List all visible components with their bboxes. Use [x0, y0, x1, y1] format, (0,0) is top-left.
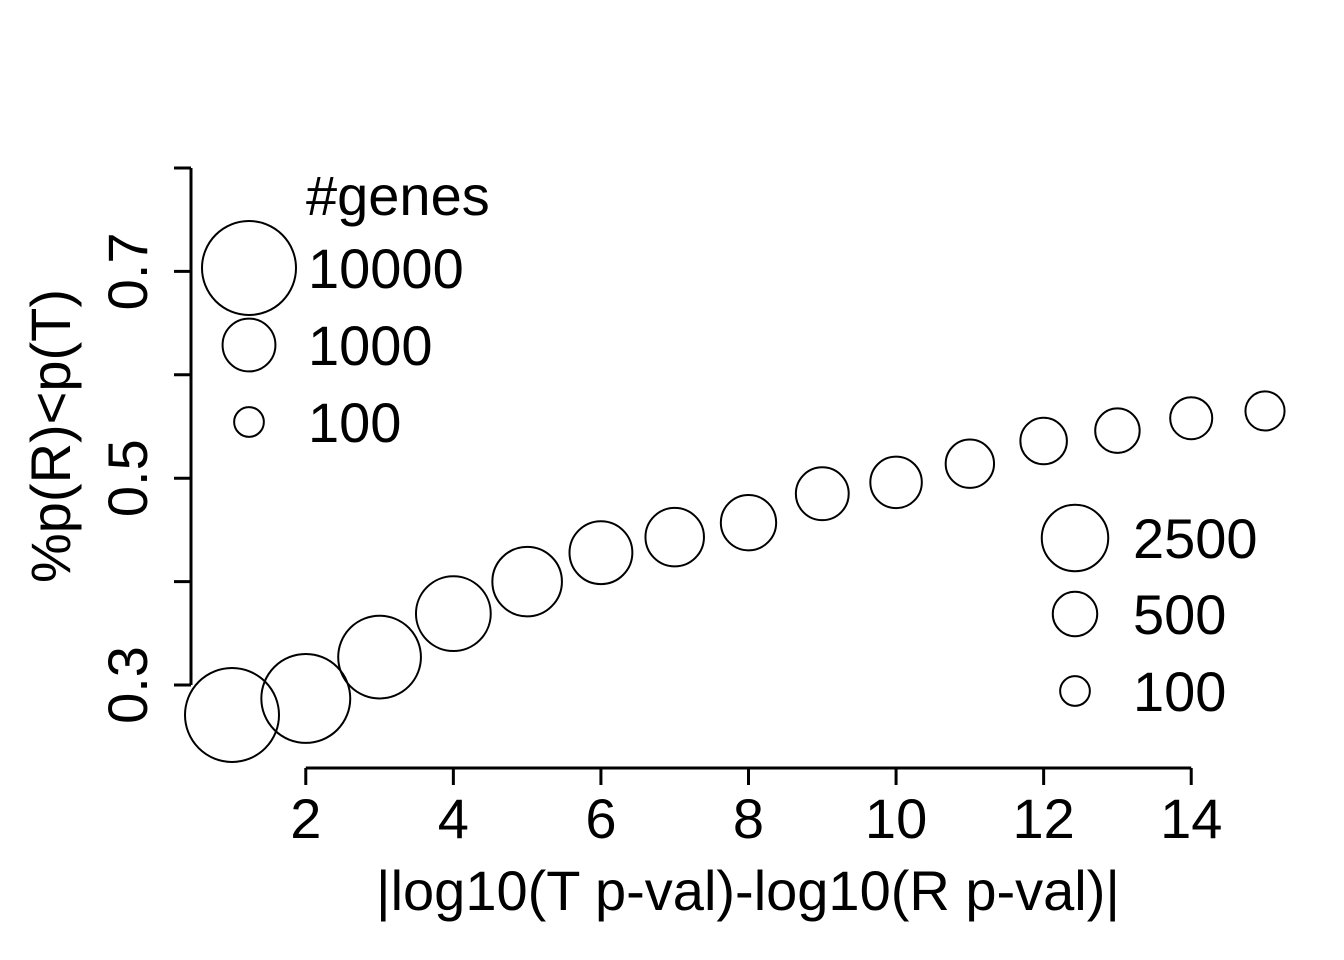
- y-tick-label: 0.3: [96, 646, 159, 724]
- legend-label: 500: [1133, 583, 1226, 646]
- legend-label: 2500: [1133, 507, 1258, 570]
- x-tick-label: 12: [1012, 787, 1074, 850]
- x-tick-label: 4: [438, 787, 469, 850]
- x-tick-label: 6: [585, 787, 616, 850]
- legend-label: 1000: [308, 314, 433, 377]
- legend-label: 100: [308, 391, 401, 454]
- legend-title: #genes: [306, 164, 490, 227]
- x-tick-label: 10: [865, 787, 927, 850]
- x-tick-label: 14: [1160, 787, 1222, 850]
- x-tick-label: 2: [290, 787, 321, 850]
- x-tick-label: 8: [733, 787, 764, 850]
- y-tick-label: 0.5: [96, 439, 159, 517]
- legend-label: 100: [1133, 660, 1226, 723]
- x-axis-title: |log10(T p-val)-log10(R p-val)|: [376, 859, 1120, 922]
- y-axis-title: %p(R)<p(T): [19, 289, 82, 583]
- y-tick-label: 0.7: [96, 232, 159, 310]
- legend-label: 10000: [308, 237, 464, 300]
